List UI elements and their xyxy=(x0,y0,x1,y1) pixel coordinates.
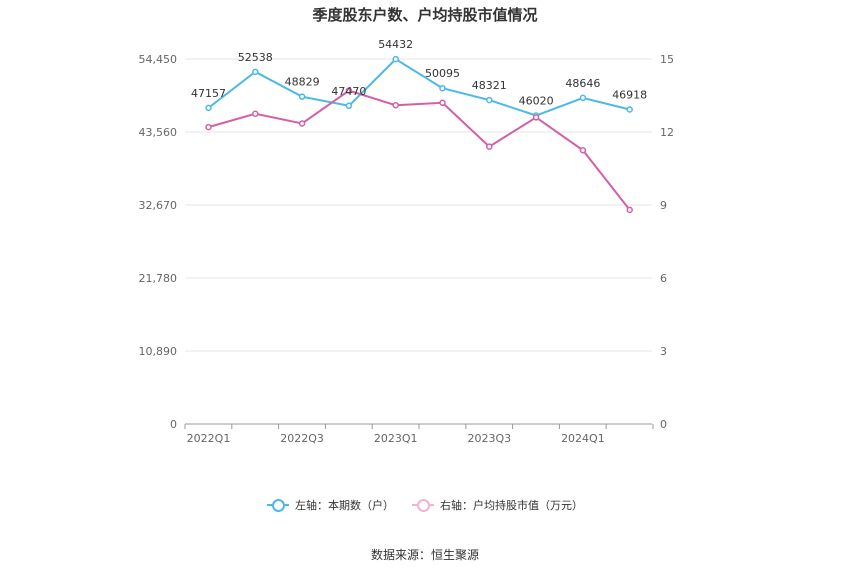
data-label: 47470 xyxy=(331,85,366,98)
series-line-left xyxy=(207,57,630,117)
left-tick-label: 10,890 xyxy=(139,345,178,358)
data-point-left xyxy=(298,93,306,100)
data-labels: 47157 52538 48829 47470 54432 50095 48321 46020… xyxy=(191,38,647,107)
data-point-left xyxy=(626,106,633,113)
data-label: 48321 xyxy=(472,79,507,92)
data-point-right xyxy=(205,123,212,131)
data-label: 54432 xyxy=(378,38,413,51)
series-lines xyxy=(205,55,633,214)
data-point-left xyxy=(252,68,259,76)
data-point-right xyxy=(626,206,633,214)
data-point-right xyxy=(345,87,353,94)
legend-item-right[interactable]: 右轴：户均持股市值（万元） xyxy=(412,497,583,513)
data-point-left xyxy=(392,55,399,63)
axes: 0 0 10,890 3 21,780 6 32,670 9 43,560 12 54,450 15 2… xyxy=(139,53,675,445)
left-tick-label: 32,670 xyxy=(139,199,178,212)
data-point-right xyxy=(252,110,259,117)
data-point-left xyxy=(439,84,446,92)
x-tick-label: 2024Q1 xyxy=(561,432,605,445)
right-tick-label: 3 xyxy=(660,345,667,358)
left-tick-label: 21,780 xyxy=(139,272,178,285)
data-point-right xyxy=(486,143,493,150)
right-tick-label: 12 xyxy=(660,126,674,139)
right-tick-label: 15 xyxy=(660,53,674,66)
data-label: 47157 xyxy=(191,87,226,100)
data-label: 46918 xyxy=(612,88,647,101)
data-point-left xyxy=(345,102,353,110)
legend-item-left[interactable]: 左轴：本期数（户） xyxy=(267,497,394,513)
chart-title: 季度股东户数、户均持股市值情况 xyxy=(312,6,538,24)
data-point-left xyxy=(205,104,212,112)
series-line-right xyxy=(208,89,631,211)
left-tick-label: 54,450 xyxy=(139,53,178,66)
data-point-right xyxy=(532,114,540,121)
grid-lines xyxy=(185,58,652,352)
source-note: 数据来源：恒生聚源 xyxy=(370,548,479,562)
data-label: 46020 xyxy=(519,95,554,108)
x-tick-label: 2023Q3 xyxy=(467,432,511,445)
left-tick-label: 0 xyxy=(170,418,177,431)
data-point-left xyxy=(486,96,493,104)
x-tick-label: 2023Q1 xyxy=(374,432,418,445)
data-point-left xyxy=(579,94,587,102)
data-point-right xyxy=(392,101,399,109)
legend-swatch-left xyxy=(267,499,289,512)
data-point-right xyxy=(579,147,587,154)
right-tick-label: 0 xyxy=(660,418,667,431)
x-tick-label: 2022Q1 xyxy=(187,432,231,445)
legend-label-right: 右轴：户均持股市值（万元） xyxy=(440,499,583,512)
legend: 左轴：本期数（户） 右轴：户均持股市值（万元） xyxy=(0,497,850,513)
data-point-right xyxy=(298,120,306,127)
right-tick-label: 6 xyxy=(660,272,667,285)
right-tick-label: 9 xyxy=(660,199,667,212)
data-label: 50095 xyxy=(425,67,460,80)
legend-swatch-right xyxy=(412,499,434,512)
data-label: 48829 xyxy=(285,76,320,89)
data-label: 48646 xyxy=(565,77,600,90)
left-tick-label: 43,560 xyxy=(139,126,178,139)
legend-label-left: 左轴：本期数（户） xyxy=(295,499,394,512)
data-point-right xyxy=(439,99,446,107)
data-label: 52538 xyxy=(238,51,273,64)
x-tick-label: 2022Q3 xyxy=(280,432,324,445)
